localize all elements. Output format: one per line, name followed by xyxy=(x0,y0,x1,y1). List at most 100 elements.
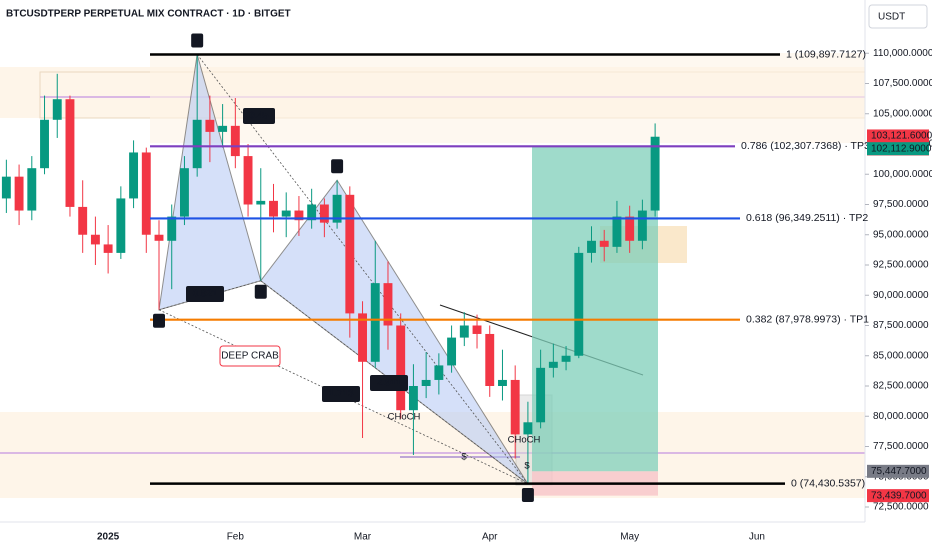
y-tick-label: 80,000.0000 xyxy=(873,411,929,422)
y-tick-label: 105,000.0000 xyxy=(873,108,932,119)
point-label: B xyxy=(258,286,265,296)
candle-body xyxy=(370,283,380,362)
candle-body xyxy=(345,194,355,314)
x-tick-label: Apr xyxy=(482,532,498,543)
price-badge-label: 103,121.6000 xyxy=(871,131,932,142)
fib-level-label: 0 (74,430.5357) xyxy=(791,477,865,489)
candle-body xyxy=(129,152,139,199)
pattern-name: DEEP CRAB xyxy=(221,351,279,362)
candle-body xyxy=(27,168,37,211)
candle-body xyxy=(625,216,635,241)
candle-body xyxy=(637,210,647,241)
y-tick-label: 77,500.0000 xyxy=(873,441,929,452)
y-tick-label: 82,500.0000 xyxy=(873,381,929,392)
candle-body xyxy=(472,325,482,334)
candle-body xyxy=(116,198,126,253)
zones xyxy=(0,53,866,498)
candle-body xyxy=(281,210,291,217)
ratio-label: 0.45 xyxy=(249,111,269,122)
candle-body xyxy=(650,136,660,211)
price-badge-label: 73,439.7000 xyxy=(871,490,927,501)
point-box xyxy=(254,284,267,299)
candle-body xyxy=(561,355,571,362)
candle-body xyxy=(218,125,228,132)
premium-zone xyxy=(150,53,865,143)
candle-body xyxy=(332,194,342,223)
ratio-box xyxy=(322,386,360,402)
fib-level-label: 0.382 (87,978.9973) · TP1 xyxy=(746,313,869,325)
y-tick-label: 95,000.0000 xyxy=(873,229,929,240)
fib-level-label: 1 (109,897.7127) xyxy=(786,48,866,60)
chart-title: BTCUSDTPERP PERPETUAL MIX CONTRACT · 1D … xyxy=(6,9,291,20)
candle-body xyxy=(65,99,75,207)
candle-body xyxy=(510,379,520,435)
currency-button[interactable] xyxy=(868,4,928,29)
price-badge-label: 102,112.9000 xyxy=(871,143,932,154)
candle-body xyxy=(447,337,457,366)
price-badge xyxy=(867,489,929,503)
demand-zone xyxy=(0,412,865,498)
structure-label: $ xyxy=(524,461,530,472)
candle-body xyxy=(179,168,189,217)
y-tick-label: 97,500.0000 xyxy=(873,199,929,210)
y-tick-label: 100,000.0000 xyxy=(873,169,932,180)
candle-body xyxy=(154,234,164,241)
y-tick-label: 85,000.0000 xyxy=(873,350,929,361)
y-tick-label: 92,500.0000 xyxy=(873,260,929,271)
candle-body xyxy=(485,333,495,386)
candle-body xyxy=(52,99,62,120)
candle-body xyxy=(230,125,240,157)
candle-body xyxy=(294,210,304,221)
ratio-box xyxy=(186,286,224,302)
candle-body xyxy=(498,379,507,386)
candle-body xyxy=(1,176,11,199)
candle-body xyxy=(523,422,533,435)
candle-body xyxy=(14,176,24,211)
ratio-label: 2.911 xyxy=(377,378,402,389)
currency-label[interactable]: USDT xyxy=(878,12,905,23)
candle-body xyxy=(587,240,596,253)
candle-body xyxy=(141,152,151,235)
candle-body xyxy=(358,313,367,362)
candle-body xyxy=(383,283,393,326)
candle-body xyxy=(408,385,418,411)
point-box xyxy=(191,33,204,48)
candle-body xyxy=(612,216,622,247)
candle-body xyxy=(78,206,88,235)
candle-body xyxy=(536,367,546,423)
point-label: X xyxy=(156,315,162,325)
ratio-box xyxy=(243,108,275,124)
candle-body xyxy=(421,379,431,386)
y-tick-label: 72,500.0000 xyxy=(873,502,929,513)
candle-body xyxy=(307,204,317,221)
point-box xyxy=(153,313,166,328)
price-badge xyxy=(867,464,929,478)
fib-level-label: 0.618 (96,349.2511) · TP2 xyxy=(746,212,868,224)
candle-body xyxy=(574,252,584,356)
candle-body xyxy=(599,240,609,247)
point-box xyxy=(331,159,344,174)
x-tick-label: 2025 xyxy=(97,532,120,543)
x-tick-label: Mar xyxy=(354,532,372,543)
candle-body xyxy=(40,119,49,169)
candle-body xyxy=(459,325,469,338)
x-tick-label: Feb xyxy=(227,532,245,543)
candle-body xyxy=(103,244,113,253)
structure-label: $ xyxy=(461,452,467,463)
candle-body xyxy=(434,365,444,380)
point-label: A xyxy=(194,35,201,45)
y-tick-label: 110,000.0000 xyxy=(873,48,932,59)
candle-body xyxy=(256,200,266,205)
pattern-name-box xyxy=(219,345,281,367)
y-tick-label: 90,000.0000 xyxy=(873,290,929,301)
point-label: C xyxy=(334,161,341,171)
price-badge xyxy=(867,142,929,156)
point-label: D xyxy=(525,489,532,499)
point-box xyxy=(521,488,534,503)
y-tick-label: 107,500.0000 xyxy=(873,78,932,89)
fib-level-label: 0.786 (102,307.7368) · TP3 xyxy=(741,140,870,152)
structure-label: CHoCH xyxy=(388,412,421,423)
ratio-label: 0.921 xyxy=(192,289,217,300)
candle-body xyxy=(167,216,177,241)
